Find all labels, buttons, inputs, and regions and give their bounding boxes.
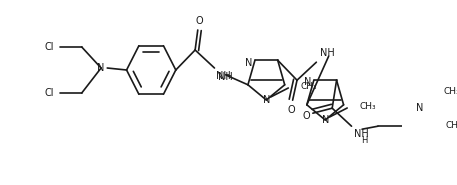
Text: N: N: [97, 63, 105, 73]
Text: CH₃: CH₃: [444, 87, 457, 96]
Text: N: N: [245, 58, 252, 68]
Text: N: N: [263, 95, 270, 105]
Text: N: N: [322, 115, 330, 125]
Text: CH₃: CH₃: [301, 82, 317, 90]
Text: CH₃: CH₃: [360, 102, 376, 110]
Text: NH: NH: [354, 129, 369, 139]
Text: N: N: [415, 103, 423, 113]
Text: O: O: [302, 111, 310, 121]
Text: CH₃: CH₃: [446, 121, 457, 130]
Text: O: O: [287, 105, 295, 115]
Text: O: O: [196, 16, 203, 26]
Text: NH: NH: [218, 72, 233, 82]
Text: Cl: Cl: [44, 42, 54, 52]
Text: Cl: Cl: [44, 88, 54, 98]
Text: N: N: [304, 77, 311, 87]
Text: H: H: [361, 136, 367, 145]
Text: NH: NH: [320, 48, 335, 58]
Text: NH: NH: [216, 71, 231, 81]
